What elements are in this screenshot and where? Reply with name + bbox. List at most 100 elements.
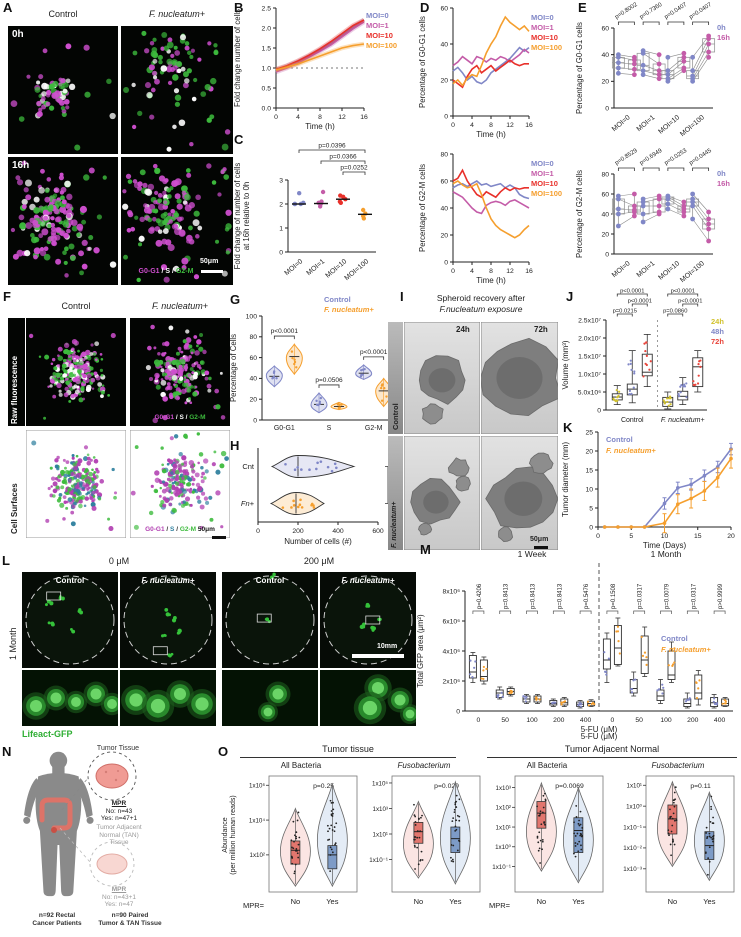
svg-text:p=0.8413: p=0.8413	[531, 583, 537, 609]
svg-text:p=0.1508: p=0.1508	[611, 583, 617, 609]
i-fn-label: F. nucleatum+	[391, 501, 398, 548]
svg-text:F. nucleatum+: F. nucleatum+	[661, 417, 705, 424]
svg-text:MOI=10: MOI=10	[366, 31, 393, 40]
svg-text:No: No	[537, 897, 547, 906]
svg-text:Yes: Yes	[572, 897, 584, 906]
svg-text:p=0.8529: p=0.8529	[614, 148, 639, 167]
svg-text:MOI=10: MOI=10	[531, 179, 558, 188]
svg-text:p>0.9999: p>0.9999	[718, 583, 724, 609]
patient-diagram	[23, 751, 137, 897]
svg-text:1x10²: 1x10²	[250, 852, 265, 859]
svg-text:8: 8	[489, 122, 493, 129]
svg-text:MOI=1: MOI=1	[306, 258, 327, 277]
svg-text:400: 400	[332, 528, 344, 535]
svg-text:p<0.0001: p<0.0001	[671, 289, 695, 295]
svg-text:80: 80	[601, 171, 609, 178]
mpr2-no: No: n=43+1	[102, 893, 136, 901]
svg-text:p=0.0445: p=0.0445	[688, 148, 713, 167]
l-dose-200: 200 μM	[303, 556, 335, 566]
svg-text:100: 100	[246, 313, 258, 320]
svg-text:F. nucleatum+: F. nucleatum+	[324, 305, 374, 314]
svg-text:40: 40	[601, 52, 609, 59]
svg-text:p=0.11: p=0.11	[690, 783, 711, 790]
svg-text:No: No	[291, 897, 301, 906]
l-scale-label: 10mm	[377, 643, 398, 650]
svg-text:p<0.0001: p<0.0001	[620, 289, 644, 295]
svg-text:p=0.0407: p=0.0407	[688, 2, 713, 21]
panel-g-label: G	[230, 292, 241, 307]
panel-d-bottom-chart: 0 20 40 60 80 0 4 8 12 16 Time (h) Percentage of G2…	[418, 151, 562, 285]
svg-text:5: 5	[589, 505, 593, 512]
i-row2-strip	[388, 436, 403, 550]
panel-e-bottom-chart: 0 20 40 60 80 Percentage of G2-M cells p=0.852…	[575, 148, 730, 285]
svg-text:40: 40	[440, 41, 448, 48]
svg-text:MOI=100: MOI=100	[531, 43, 562, 52]
dish4-label: F. nucleatum+	[341, 576, 395, 585]
svg-text:p=0.0317: p=0.0317	[638, 583, 644, 609]
cycle-legend-surfaces: G0-G1 / S / G2-M 50μm	[145, 526, 215, 533]
svg-text:1x10⁻³: 1x10⁻³	[623, 866, 642, 873]
o-sec2-title: Tumor Adjacent Normal	[564, 744, 660, 754]
svg-text:0: 0	[444, 259, 448, 266]
dish-0-fn	[120, 572, 216, 668]
svg-text:200: 200	[292, 528, 304, 535]
dish2-label: F. nucleatum+	[141, 576, 195, 585]
svg-text:1x10³: 1x10³	[496, 785, 511, 792]
callout-line-tumor	[61, 777, 89, 811]
mpr1-title: MPR	[111, 800, 127, 807]
svg-text:p=0.0396: p=0.0396	[318, 143, 346, 150]
mpr2-title: MPR	[111, 886, 127, 893]
cell-surfaces-fn	[130, 430, 230, 538]
o-sub1-title: All Bacteria	[280, 761, 322, 770]
o-sec1-rule	[240, 757, 456, 758]
svg-text:p=0.0366: p=0.0366	[329, 154, 357, 161]
svg-text:MOI=10: MOI=10	[657, 114, 681, 136]
svg-text:0: 0	[274, 114, 278, 121]
panel-h-label: H	[230, 438, 240, 453]
scalebar-50um	[201, 270, 223, 273]
panel-k-chart: 0 5 10 15 20 25 0 5 10 15 20 Time (Days) Tumor diame…	[561, 429, 735, 550]
svg-text:Total GFP area (μm²): Total GFP area (μm²)	[416, 614, 425, 688]
svg-text:p=0.0407: p=0.0407	[664, 2, 689, 21]
svg-text:p<0.0001: p<0.0001	[678, 299, 702, 305]
mpr1-yes: Yes: n=47+1	[100, 815, 138, 822]
svg-text:Percentage of G2-M cells: Percentage of G2-M cells	[418, 164, 427, 252]
zoom-200-fn	[320, 670, 416, 726]
svg-text:24h: 24h	[711, 317, 724, 326]
dish3-label: Control	[255, 576, 285, 585]
body-silhouette	[23, 751, 94, 897]
svg-text:p=0.0069: p=0.0069	[555, 783, 584, 790]
svg-text:0.5: 0.5	[262, 85, 272, 92]
svg-text:0: 0	[605, 105, 609, 112]
svg-text:Control: Control	[621, 417, 644, 424]
svg-text:4x10⁶: 4x10⁶	[442, 648, 460, 655]
svg-text:80: 80	[249, 334, 257, 341]
svg-text:Time (h): Time (h)	[476, 130, 506, 139]
svg-text:MOI=1: MOI=1	[636, 260, 657, 279]
svg-text:0: 0	[253, 417, 257, 424]
svg-text:p<0.0001: p<0.0001	[271, 328, 299, 335]
zoom-0-fn	[120, 670, 216, 726]
violin-tumor-allbacteria: 1x10⁶ 1x10⁴ 1x10² p=0.25 No Yes	[249, 775, 358, 906]
svg-text:Time (h): Time (h)	[305, 122, 335, 131]
svg-text:1x10⁻¹: 1x10⁻¹	[623, 824, 642, 831]
violin-tumor-fusobacterium: 1x10⁵ 1x10³ 1x10¹ 1x10⁻¹ p=0.029 No Yes	[369, 775, 481, 906]
panel-f-col-fn: F. nucleatum+	[151, 301, 209, 311]
svg-text:G0-G1: G0-G1	[274, 425, 295, 432]
svg-text:4: 4	[470, 268, 474, 275]
svg-text:Time (h): Time (h)	[476, 276, 506, 285]
svg-text:p=0.0506: p=0.0506	[315, 377, 343, 384]
panel-d-label: D	[420, 0, 430, 15]
svg-text:15: 15	[694, 533, 702, 540]
o-mpr-label-1: MPR=	[243, 901, 265, 910]
svg-text:2.5: 2.5	[262, 5, 272, 12]
panel-e-label: E	[578, 0, 587, 15]
svg-text:p<0.0001: p<0.0001	[360, 349, 388, 356]
panel-b-chart: 0.0 0.5 1.0 1.5 2.0 2.5 0 4 8 12 16 Time (h) Fold ch…	[233, 5, 397, 131]
micrograph-0h-fn	[121, 26, 233, 154]
svg-text:60: 60	[249, 355, 257, 362]
o-y-axis-label: Abundance (per million human reads)	[222, 795, 237, 875]
svg-text:No: No	[668, 897, 678, 906]
l-scalebar	[352, 654, 404, 658]
